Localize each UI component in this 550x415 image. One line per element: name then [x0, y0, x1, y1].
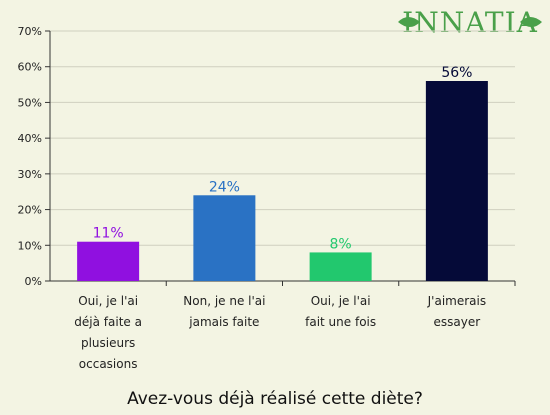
category-label-line: jamais faite	[188, 315, 259, 329]
data-label: 8%	[330, 236, 352, 252]
labels: 0% 10% 20% 30% 40% 50% 60% 70% 11% Oui, je l'ai dé…	[18, 25, 487, 371]
leaf-left-icon	[398, 17, 420, 27]
bar	[77, 241, 140, 281]
y-tick-label: 0%	[25, 275, 42, 288]
data-label: 24%	[209, 179, 240, 195]
category-label-line: essayer	[434, 315, 481, 329]
category-label-line: fait une fois	[305, 315, 376, 329]
category-label-line: occasions	[79, 357, 138, 371]
bars	[77, 81, 488, 281]
category-label: J'aimerais essayer	[427, 294, 486, 329]
y-tick-label: 40%	[18, 132, 42, 145]
category-label: Oui, je l'ai déjà faite a plusieurs occasio…	[74, 294, 142, 371]
category-label-line: plusieurs	[81, 336, 135, 350]
y-tick-label: 20%	[18, 204, 42, 217]
bar	[193, 195, 256, 281]
category-label-line: déjà faite a	[74, 315, 142, 329]
chart-title: Avez-vous déjà réalisé cette diète?	[127, 389, 423, 409]
category-label-line: Oui, je l'ai	[78, 294, 138, 308]
bar	[425, 81, 488, 281]
y-tick-label: 30%	[18, 168, 42, 181]
category-label-line: Non, je ne l'ai	[183, 294, 265, 308]
data-label: 11%	[93, 226, 124, 242]
y-tick-label: 70%	[18, 25, 42, 38]
leaf-right-icon	[520, 17, 542, 27]
category-label: Non, je ne l'ai jamais faite	[183, 294, 265, 329]
data-label: 56%	[441, 65, 472, 81]
y-tick-label: 60%	[18, 61, 42, 74]
y-tick-label: 10%	[18, 239, 42, 252]
bar	[309, 252, 372, 281]
category-label: Oui, je l'ai fait une fois	[305, 294, 376, 329]
y-tick-label: 50%	[18, 96, 42, 109]
logo-text: INNATIA	[402, 6, 538, 39]
category-label-line: Oui, je l'ai	[311, 294, 371, 308]
innatia-logo: INNATIA	[398, 6, 542, 39]
category-label-line: J'aimerais	[427, 294, 486, 308]
